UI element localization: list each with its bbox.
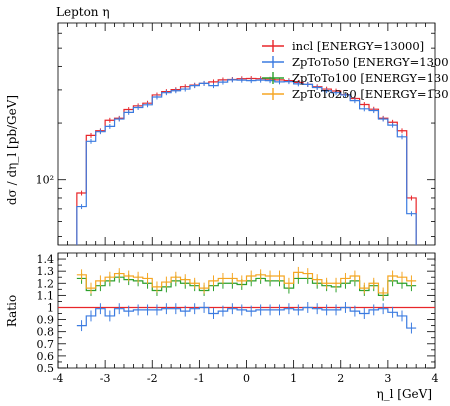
ratio-y-tick-label: 0.8 bbox=[37, 326, 55, 339]
main-zptoto50-energy-1300-line bbox=[76, 79, 417, 245]
x-tick-label: 0 bbox=[243, 372, 250, 385]
ratio-y-tick-label: 1.2 bbox=[37, 277, 55, 290]
ratio-y-tick-label: 1.1 bbox=[37, 289, 55, 302]
x-tick-label: 1 bbox=[290, 372, 297, 385]
main-incl-energy-13000-line bbox=[76, 77, 417, 245]
ratio-series-group bbox=[58, 266, 435, 334]
main-panel: Lepton η 10² dσ / dη_l [pb/GeV] incl [EN… bbox=[5, 5, 449, 246]
x-tick-label: -2 bbox=[147, 372, 158, 385]
ratio-x-ticks: -4 -3 -2 -1 0 1 2 3 4 bbox=[53, 253, 439, 385]
legend-zptoto250-energy-130-label: ZpToTo250 [ENERGY=130 bbox=[292, 87, 449, 101]
x-tick-label: -3 bbox=[100, 372, 111, 385]
ratio-y-tick-label: 1.3 bbox=[37, 265, 55, 278]
main-y-tick-label: 10² bbox=[36, 174, 54, 187]
x-axis-label: η_l [GeV] bbox=[376, 387, 432, 401]
ratio-y-ticks: 0.50.60.70.80.911.11.21.31.4 bbox=[37, 253, 435, 375]
ratio-y-axis-label: Ratio bbox=[5, 295, 19, 327]
ratio-y-tick-label: 0.5 bbox=[37, 362, 55, 375]
x-tick-label: 2 bbox=[337, 372, 344, 385]
x-tick-label: 3 bbox=[384, 372, 391, 385]
legend-zptoto100-energy-130-label: ZpToTo100 [ENERGY=130 bbox=[292, 71, 449, 85]
main-x-ticks bbox=[57, 23, 436, 245]
main-series-group bbox=[76, 76, 417, 245]
x-tick-label: -4 bbox=[53, 372, 64, 385]
legend: incl [ENERGY=13000] ZpToTo50 [ENERGY=1300… bbox=[262, 39, 449, 101]
main-y-axis-label: dσ / dη_l [pb/GeV] bbox=[5, 95, 19, 205]
ratio-y-tick-label: 0.6 bbox=[37, 350, 55, 363]
main-y-ticks: 10² bbox=[36, 32, 435, 237]
legend-zptoto50-energy-1300-label: ZpToTo50 [ENERGY=1300 bbox=[292, 55, 449, 69]
ratio-panel: 0.50.60.70.80.911.11.21.31.4 -4 -3 -2 -1 0 1 2… bbox=[5, 252, 439, 401]
ratio-y-tick-label: 1 bbox=[47, 301, 54, 314]
ratio-y-tick-label: 1.4 bbox=[37, 253, 55, 266]
ratio-y-tick-label: 0.9 bbox=[37, 314, 55, 327]
ratio-y-tick-label: 0.7 bbox=[37, 338, 55, 351]
ratio-zptoto250-energy-130-line bbox=[76, 271, 417, 294]
x-tick-label: -1 bbox=[194, 372, 205, 385]
chart-title: Lepton η bbox=[56, 5, 110, 19]
ratio-zptoto50-energy-1300-line bbox=[76, 306, 417, 329]
legend-incl-energy-13000-label: incl [ENERGY=13000] bbox=[292, 39, 424, 53]
x-tick-label: 4 bbox=[432, 372, 439, 385]
